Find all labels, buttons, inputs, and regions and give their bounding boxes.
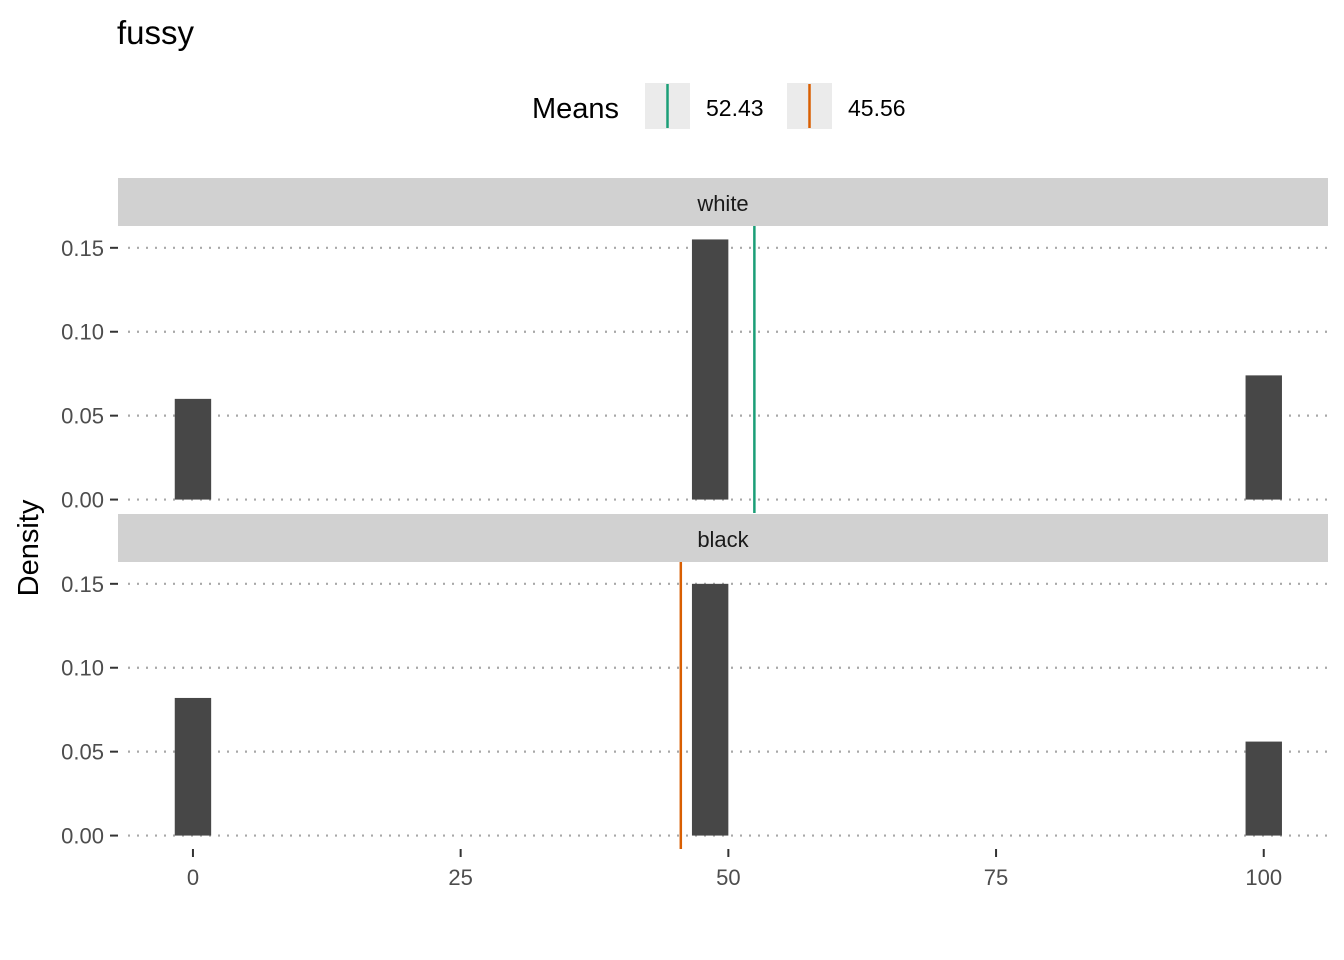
- x-tick-label: 100: [1245, 865, 1282, 890]
- strip-label-black: black: [697, 527, 749, 552]
- y-tick-label-white: 0.10: [61, 320, 104, 345]
- x-axis: 0 25 50 75 100: [187, 849, 1282, 890]
- y-tick-label-white: 0.00: [61, 488, 104, 513]
- bar-black-2: [1245, 741, 1282, 836]
- y-tick-label-black: 0.05: [61, 740, 104, 765]
- bar-black-0: [174, 697, 212, 836]
- y-tick-label-white: 0.15: [61, 236, 104, 261]
- bar-white-2: [1245, 375, 1282, 500]
- legend-label-1: 52.43: [706, 95, 764, 121]
- y-tick-label-white: 0.05: [61, 404, 104, 429]
- legend-label-2: 45.56: [848, 95, 906, 121]
- legend: Means 52.43 45.56: [532, 83, 906, 129]
- bar-white-0: [174, 398, 212, 500]
- y-tick-label-black: 0.00: [61, 824, 104, 849]
- chart-title: fussy: [117, 14, 195, 51]
- x-tick-label: 50: [716, 865, 740, 890]
- y-axis-label: Density: [13, 499, 45, 596]
- strip-white: [118, 178, 1328, 226]
- legend-title: Means: [532, 93, 619, 125]
- x-tick-label: 25: [448, 865, 472, 890]
- strip-black: [118, 514, 1328, 562]
- panel-black: black 0.00 0.05 0.10 0.15: [61, 514, 1328, 849]
- y-tick-label-black: 0.10: [61, 656, 104, 681]
- panels: white 0.00 0.05 0.10 0.15 black 0.00 0.05 0.10 0.…: [61, 178, 1328, 849]
- x-tick-label: 75: [984, 865, 1008, 890]
- strip-label-white: white: [696, 191, 748, 216]
- panel-white: white 0.00 0.05 0.10 0.15: [61, 178, 1328, 513]
- bar-white-1: [691, 239, 729, 500]
- x-tick-label: 0: [187, 865, 199, 890]
- y-tick-label-black: 0.15: [61, 572, 104, 597]
- bar-black-1: [691, 583, 729, 836]
